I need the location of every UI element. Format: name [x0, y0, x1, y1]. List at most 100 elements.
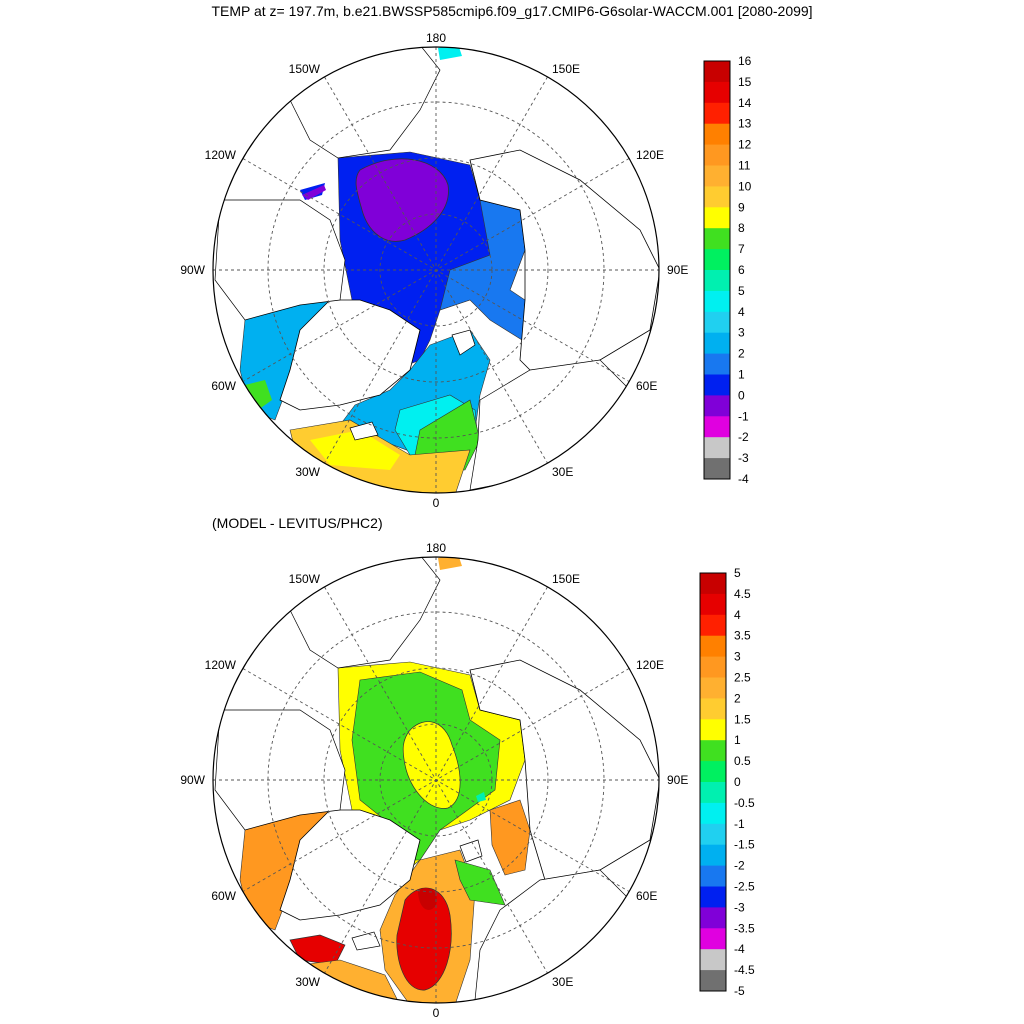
lon-label-150e: 150E: [552, 572, 580, 586]
field-barents-orange: [489, 799, 531, 876]
colorbar-label: 10: [738, 179, 752, 193]
bering-strait-patch: [438, 47, 462, 60]
colorbar-label: 14: [738, 96, 752, 110]
colorbar-label: 9: [738, 200, 745, 214]
land-canada-2: [214, 709, 346, 831]
colorbar-label: 13: [738, 117, 752, 131]
colorbar-label: 4: [734, 608, 741, 622]
colorbar-swatch: [704, 207, 730, 229]
lon-label-120e: 120E: [636, 658, 664, 672]
lon-label-150w: 150W: [289, 572, 321, 586]
colorbar-label: 0.5: [734, 754, 751, 768]
colorbar-label: 12: [738, 138, 752, 152]
colorbar-label: -4: [734, 942, 745, 956]
colorbar-swatch: [700, 614, 726, 637]
land-greenland-2: [279, 809, 421, 921]
field-nordic-red: [396, 887, 452, 991]
colorbar-swatch: [700, 761, 726, 783]
temperature-field: [214, 47, 659, 493]
difference-map-panel: 180 150W 150E 120W 120E 90W 90E 60W 60E …: [180, 541, 688, 1020]
colorbar-swatch: [704, 81, 730, 104]
lon-label-90e: 90E: [667, 263, 688, 277]
longitude-labels-2: 180 150W 150E 120W 120E 90W 90E 60W 60E …: [180, 541, 688, 1020]
colorbar-swatch: [700, 844, 726, 866]
panel-subtitle: (MODEL - LEVITUS/PHC2): [212, 515, 383, 531]
colorbar-label: 3: [738, 326, 745, 340]
colorbar-label: 4.5: [734, 587, 751, 601]
colorbar-swatch: [700, 907, 726, 929]
map-grid-1: [213, 47, 659, 493]
colorbar-swatch: [704, 123, 730, 145]
colorbar-label: 2: [734, 691, 741, 705]
colorbar-frame: [703, 60, 731, 480]
figure-title: TEMP at z= 197.7m, b.e21.BWSSP585cmip6.f…: [211, 3, 813, 19]
land-svalbard: [451, 329, 476, 356]
colorbar-swatch: [700, 970, 726, 992]
lon-label-90w: 90W: [180, 773, 205, 787]
colorbar-label: 2.5: [734, 671, 751, 685]
colorbar-label: -2: [738, 430, 749, 444]
field-basin-teal-spot: [476, 792, 486, 802]
colorbar-swatch: [700, 740, 726, 762]
colorbar-swatch: [704, 458, 730, 480]
colorbar-swatch: [704, 311, 730, 334]
colorbar-swatch: [700, 635, 726, 657]
colorbar-label: -1: [734, 817, 745, 831]
colorbar-label: -1.5: [734, 838, 755, 852]
colorbar-swatch: [704, 249, 730, 271]
lon-label-60w: 60W: [211, 379, 236, 393]
field-basin-core: [355, 158, 449, 242]
land-canada: [214, 199, 346, 321]
colorbar-swatch: [700, 886, 726, 908]
lon-label-150e: 150E: [552, 62, 580, 76]
land-iceland-2: [351, 931, 381, 951]
colorbar-label: 6: [738, 263, 745, 277]
colorbar-swatch: [704, 165, 730, 187]
difference-colorbar: 5 4.5 4 3.5 3 2.5 2 1.5 1 0.5 0 -0.5 -1 -1.5 -2 -2.5 -3 -…: [699, 566, 755, 998]
lon-label-120w: 120W: [205, 658, 237, 672]
colorbar-swatch: [704, 102, 730, 125]
colorbar-swatch: [700, 656, 726, 678]
colorbar-swatch: [704, 332, 730, 354]
colorbar-swatch: [704, 437, 730, 459]
colorbar-swatch: [700, 573, 726, 595]
land-iceland: [349, 421, 379, 441]
field-atlantic-10: [310, 430, 400, 470]
lon-label-180: 180: [426, 541, 446, 555]
lon-label-150w: 150W: [289, 62, 321, 76]
colorbar-label: -2: [734, 859, 745, 873]
colorbar-label: -3.5: [734, 921, 755, 935]
colorbar-label: -4: [738, 472, 749, 486]
colorbar-swatch: [700, 865, 726, 887]
colorbar-swatch: [704, 290, 730, 313]
colorbar-swatch: [704, 186, 730, 208]
colorbar-swatch: [700, 593, 726, 616]
longitude-labels-1: 180 150W 150E 120W 120E 90W 90E 60W 60E …: [180, 31, 688, 510]
colorbar-swatch: [700, 949, 726, 971]
colorbar-swatch: [704, 353, 730, 375]
lon-label-0: 0: [433, 496, 440, 510]
colorbar-label: -5: [734, 984, 745, 998]
colorbar-label: 7: [738, 242, 745, 256]
colorbar-label: -4.5: [734, 963, 755, 977]
field-nordic-dark-red: [418, 887, 437, 910]
colorbar-swatch: [700, 782, 726, 804]
colorbar-swatch: [700, 823, 726, 846]
colorbar-label: 3.5: [734, 629, 751, 643]
lon-label-30w: 30W: [295, 975, 320, 989]
colorbar-swatch: [704, 61, 730, 83]
lon-label-60e: 60E: [636, 379, 657, 393]
colorbar-label: 11: [738, 159, 751, 173]
colorbar-label: 5: [738, 284, 745, 298]
colorbar-swatch: [704, 395, 730, 417]
colorbar-label: -2.5: [734, 880, 755, 894]
lon-label-60w: 60W: [211, 889, 236, 903]
bering-strait-patch-2: [438, 557, 462, 570]
lon-label-0: 0: [433, 1006, 440, 1020]
colorbar-frame: [699, 572, 727, 992]
lon-label-30e: 30E: [552, 975, 573, 989]
map-border-1: [212, 46, 660, 494]
colorbar-swatch: [700, 802, 726, 825]
